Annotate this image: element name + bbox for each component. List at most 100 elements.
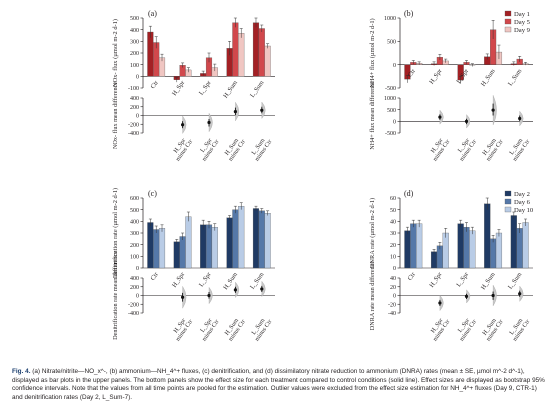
legend-swatch xyxy=(504,10,512,17)
bar xyxy=(232,209,239,269)
comparison-label: H_Sprminus Ctr xyxy=(426,315,451,343)
bar xyxy=(264,213,271,269)
effect-y-tick-label: -400 xyxy=(128,311,139,317)
y-tick-label: 0 xyxy=(136,266,139,272)
bar xyxy=(185,216,192,269)
y-tick-label: 0 xyxy=(393,266,396,272)
bootstrap-distribution xyxy=(235,101,240,122)
comparison-label: H_Summinus Ctr xyxy=(480,135,505,163)
bar xyxy=(232,22,239,77)
category-label: L_Spr xyxy=(455,67,470,85)
y-tick-label: 10 xyxy=(390,255,396,261)
effect-y-tick-label: -20 xyxy=(388,302,396,308)
category-label: H_Spr xyxy=(428,67,444,85)
comparison-label: L_Sprminus Ctr xyxy=(196,135,221,163)
bootstrap-distribution xyxy=(208,286,213,305)
panel-c: (c) 0 100 200 300 400 500 600 Denitrification ra… xyxy=(112,188,275,343)
effect-y-tick-label: -500 xyxy=(385,131,396,137)
legend-label: Day 2 xyxy=(514,191,530,198)
comparison-label: L_Sprminus Ctr xyxy=(196,315,221,343)
effect-y-tick-label: 400 xyxy=(130,96,139,102)
bar xyxy=(457,223,464,269)
legend-label: Day 5 xyxy=(514,19,531,26)
legend-label: Day 9 xyxy=(514,27,531,34)
comparison-label: L_Summinus Ctr xyxy=(248,315,273,343)
category-label: L_Sum xyxy=(249,79,266,98)
category-label: H_Spr xyxy=(171,79,187,97)
panel-a: (a) -100 0 100 200 300 400 500 NOx- flux (µmol m… xyxy=(112,9,275,163)
panel-label: (b) xyxy=(404,9,414,18)
mean-point xyxy=(491,108,495,112)
bootstrap-distribution xyxy=(182,115,187,134)
caption-label: Fig. 4. xyxy=(12,368,31,375)
bar xyxy=(516,228,523,269)
comparison-label: H_Summinus Ctr xyxy=(480,315,505,343)
bootstrap-distribution xyxy=(235,281,240,298)
effect-y-tick-label: 400 xyxy=(130,276,139,282)
comparison-label: L_Summinus Ctr xyxy=(248,135,273,163)
figure-caption: Fig. 4. (a) Nitrate/nitrite—NO_x^-, (b) … xyxy=(12,368,546,402)
mean-point xyxy=(438,301,442,305)
bar xyxy=(211,227,218,269)
effect-y-tick-label: 0 xyxy=(136,114,139,120)
effect-y-tick-label: 500 xyxy=(387,108,396,114)
mean-point xyxy=(207,293,211,298)
mean-point xyxy=(464,294,469,298)
bar xyxy=(404,230,411,269)
y-tick-label: 100 xyxy=(130,63,139,69)
comparison-label: L_Sprminus Ctr xyxy=(453,135,478,163)
bar xyxy=(410,223,417,269)
bar xyxy=(226,217,233,269)
bar xyxy=(252,208,260,269)
bar xyxy=(258,28,265,77)
y-tick-label: 100 xyxy=(130,255,139,261)
y-tick-label: 400 xyxy=(130,220,139,226)
bar xyxy=(430,251,438,269)
bootstrap-distribution xyxy=(261,101,266,119)
comparison-label: H_Sprminus Ctr xyxy=(169,135,194,163)
legend-swatch xyxy=(504,18,512,25)
comparison-label: H_Summinus Ctr xyxy=(222,315,247,343)
legend-swatch xyxy=(504,198,512,205)
bar xyxy=(510,215,517,269)
y-tick-label: 500 xyxy=(130,16,139,22)
y-axis-label: Denitrification rate (µmol m-2 d-1) xyxy=(112,188,119,278)
bar xyxy=(252,22,260,77)
effect-y-axis-label: Denitrification rate mean difference xyxy=(112,251,119,340)
y-tick-label: 50 xyxy=(390,208,396,214)
category-label: Ctr xyxy=(149,79,160,90)
bar xyxy=(264,45,271,77)
y-tick-label: 20 xyxy=(390,243,396,249)
mean-point xyxy=(260,108,264,112)
y-axis-label: NH4+ flux (µmol m-2 d-1) xyxy=(369,18,376,87)
legend-swatch xyxy=(504,26,512,33)
effect-y-tick-label: 20 xyxy=(390,285,396,291)
category-label: L_Sum xyxy=(507,68,524,87)
y-axis-label: NOx- flux (µmol m-2 d-1) xyxy=(112,19,119,87)
category-label: H_Sum xyxy=(222,79,239,99)
legend-label: Day 10 xyxy=(514,207,534,214)
mean-point xyxy=(181,123,185,127)
y-tick-label: 1000 xyxy=(384,16,396,22)
y-tick-label: 0 xyxy=(393,63,396,69)
category-label: Ctr xyxy=(407,270,418,281)
mean-point xyxy=(233,109,237,114)
effect-y-tick-label: 40 xyxy=(390,276,396,282)
effect-y-tick-label: -200 xyxy=(128,302,139,308)
comparison-label: H_Summinus Ctr xyxy=(222,135,247,163)
mean-point xyxy=(207,120,211,125)
bootstrap-distribution xyxy=(439,294,444,311)
category-label: Ctr xyxy=(149,270,160,281)
bar xyxy=(522,222,529,269)
legend-swatch xyxy=(504,206,512,213)
bar xyxy=(495,232,503,269)
bootstrap-distribution xyxy=(182,285,187,309)
bootstrap-distribution xyxy=(519,285,524,302)
bar xyxy=(463,227,470,269)
bar xyxy=(442,232,449,269)
bootstrap-distribution xyxy=(261,280,266,297)
category-label: L_Spr xyxy=(198,79,213,97)
category-label: L_Spr xyxy=(198,270,213,288)
effect-y-tick-label: 0 xyxy=(136,294,139,300)
category-label: L_Spr xyxy=(455,270,470,288)
